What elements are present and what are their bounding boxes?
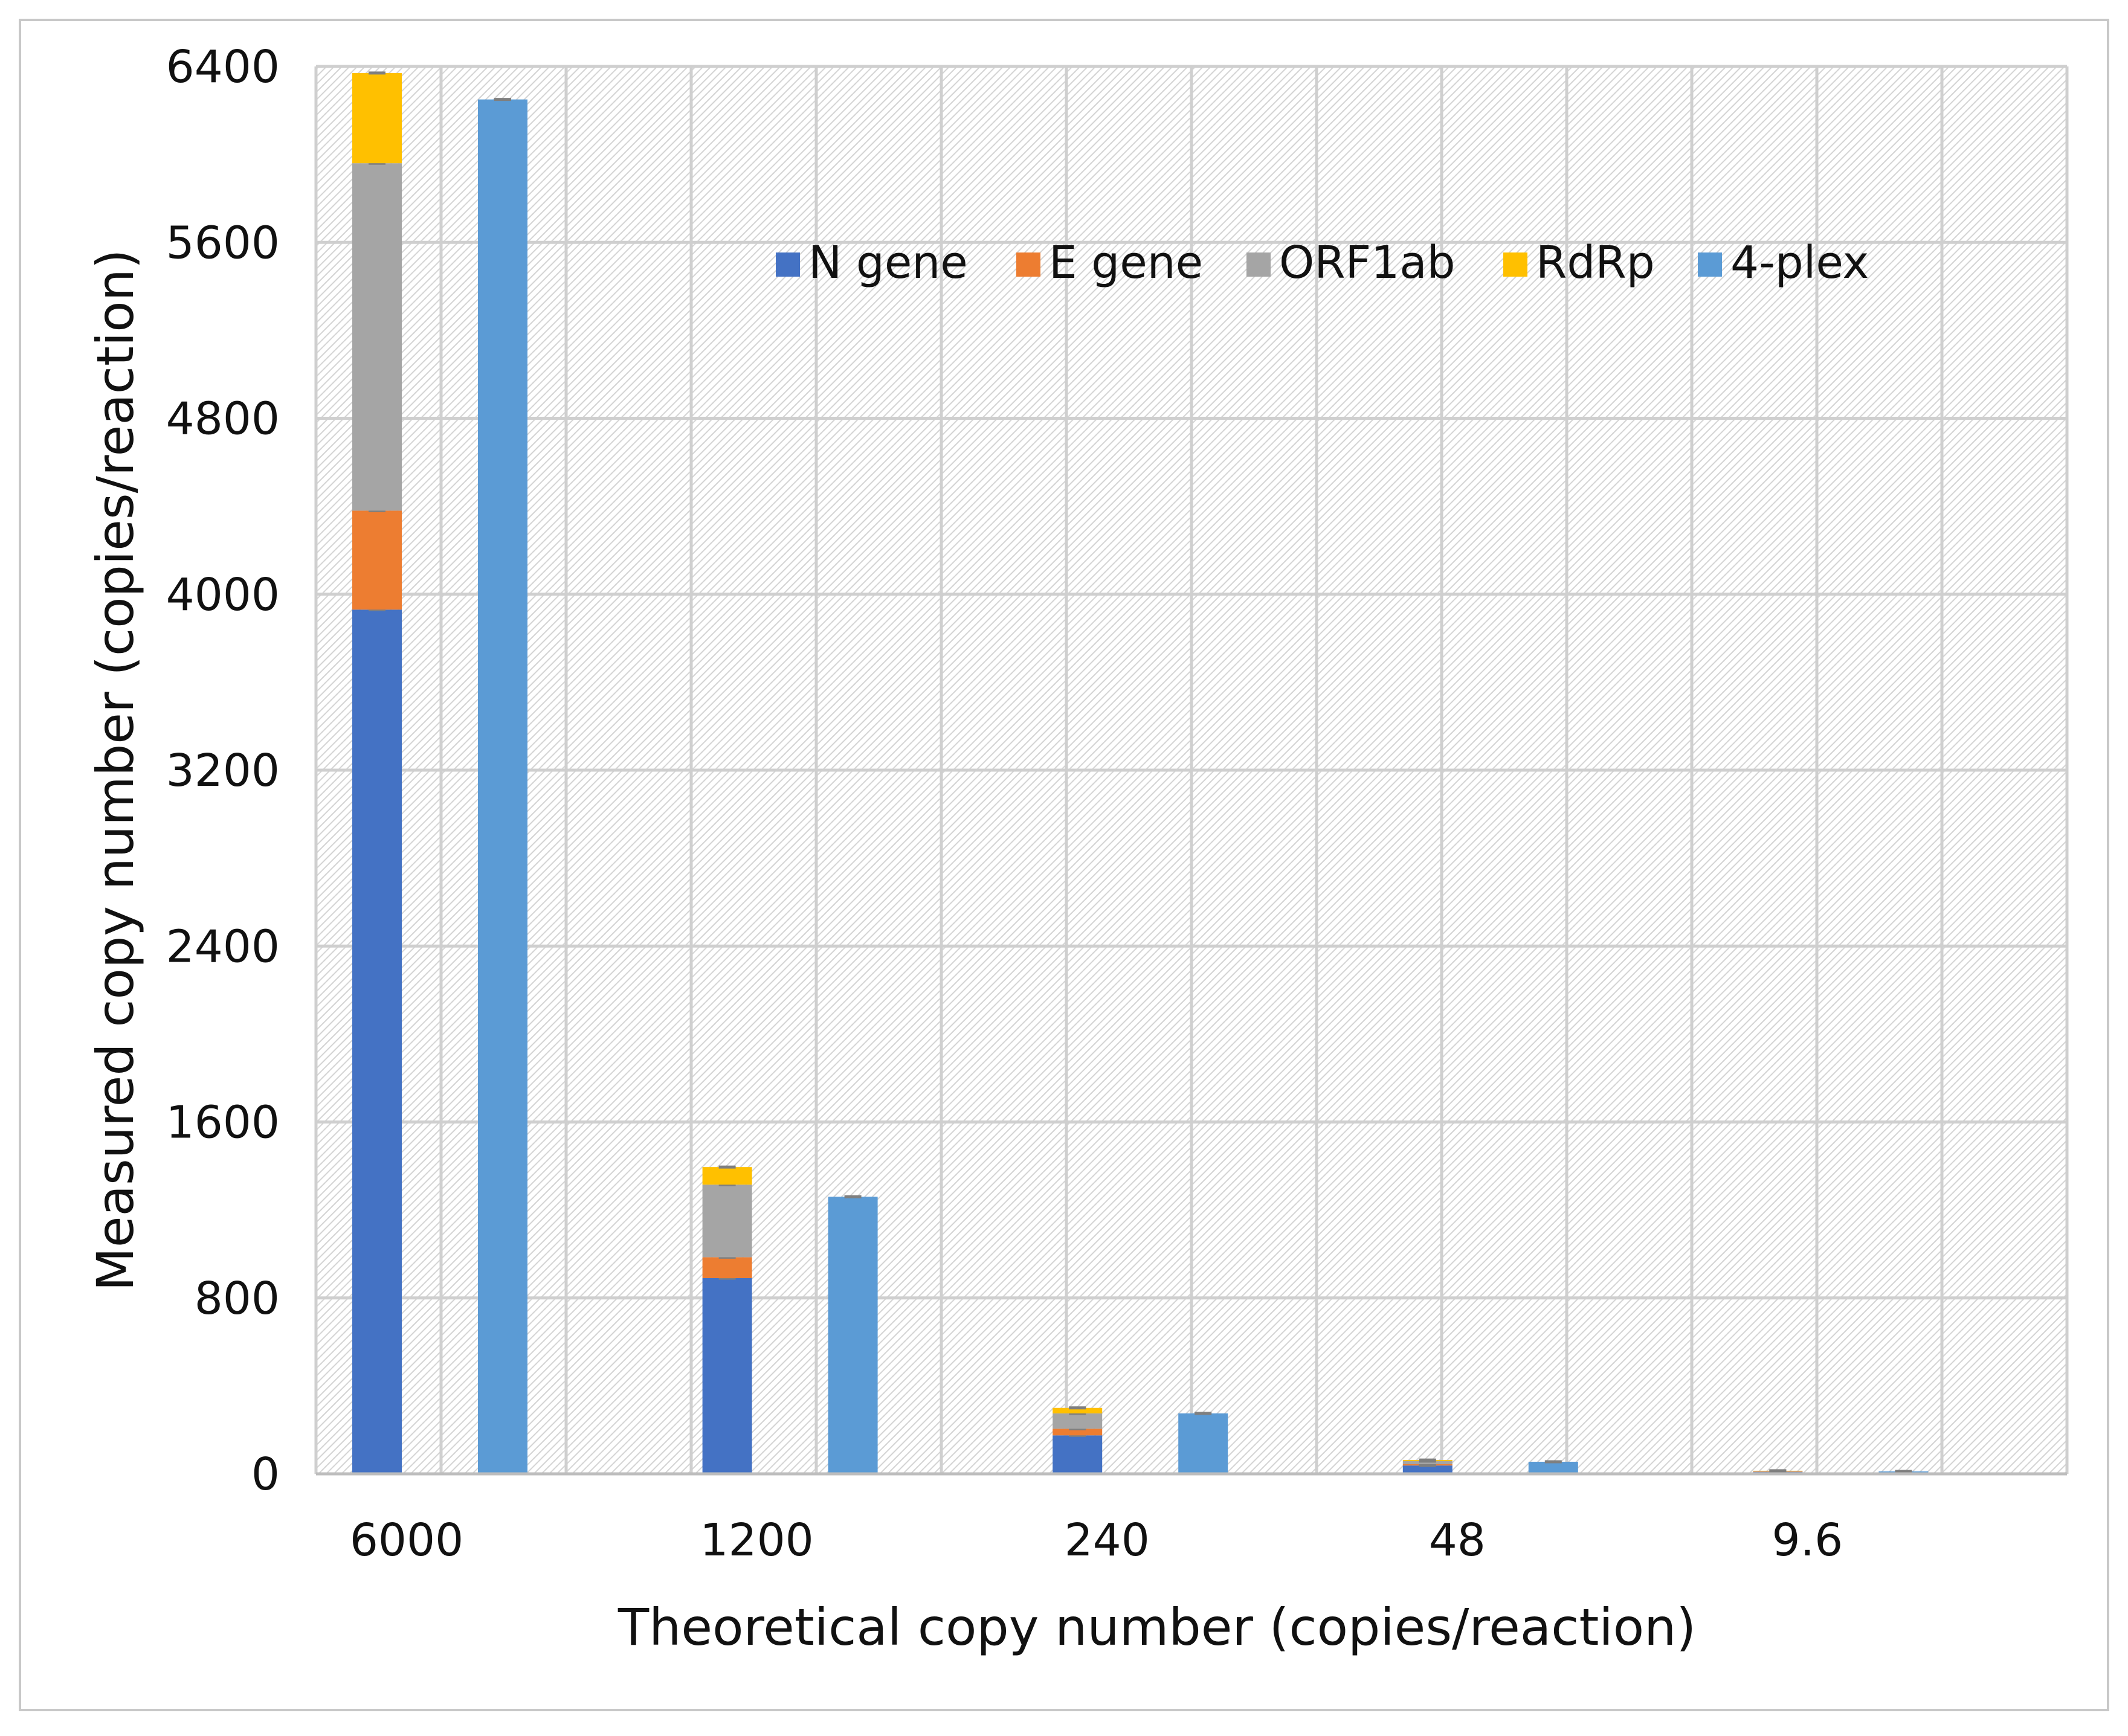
y-tick-label-2: 1600 bbox=[166, 1097, 280, 1149]
y-axis-title: Measured copy number (copies/reaction) bbox=[86, 249, 145, 1291]
bar-4-plex-48 bbox=[1529, 1462, 1578, 1474]
bar-n-gene-1200 bbox=[703, 1278, 752, 1474]
bar-4-plex-240 bbox=[1178, 1413, 1228, 1474]
y-tick-label-3: 2400 bbox=[166, 921, 280, 972]
bar-orf1ab-1200 bbox=[703, 1185, 752, 1257]
legend-label-4-plex: 4-plex bbox=[1730, 237, 1869, 289]
legend-label-n-gene: N gene bbox=[808, 237, 968, 289]
legend-swatch-rdrp bbox=[1503, 252, 1527, 277]
legend-label-orf1ab: ORF1ab bbox=[1279, 237, 1456, 289]
x-tick-label-4: 9.6 bbox=[1772, 1514, 1843, 1566]
bar-rdrp-6000 bbox=[352, 73, 402, 163]
bar-n-gene-240 bbox=[1053, 1435, 1102, 1474]
x-tick-label-1: 1200 bbox=[700, 1514, 813, 1566]
y-tick-label-1: 800 bbox=[195, 1273, 280, 1325]
legend-label-e-gene: E gene bbox=[1049, 237, 1203, 289]
bar-e-gene-1200 bbox=[703, 1257, 752, 1278]
y-tick-label-8: 6400 bbox=[166, 41, 280, 93]
bar-4-plex-6000 bbox=[478, 100, 527, 1474]
x-tick-label-2: 240 bbox=[1065, 1514, 1150, 1566]
bar-n-gene-6000 bbox=[352, 609, 402, 1474]
y-tick-label-0: 0 bbox=[251, 1448, 280, 1500]
bar-e-gene-6000 bbox=[352, 510, 402, 609]
y-tick-label-4: 3200 bbox=[166, 745, 280, 797]
bar-4-plex-1200 bbox=[828, 1197, 878, 1474]
legend-swatch-n-gene bbox=[776, 252, 800, 277]
y-tick-label-6: 4800 bbox=[166, 393, 280, 445]
y-tick-label-5: 4000 bbox=[166, 569, 280, 621]
legend-swatch-orf1ab bbox=[1246, 252, 1271, 277]
x-tick-label-3: 48 bbox=[1429, 1514, 1486, 1566]
x-axis-title: Theoretical copy number (copies/reaction… bbox=[617, 1598, 1696, 1657]
bar-rdrp-1200 bbox=[703, 1167, 752, 1185]
legend-label-rdrp: RdRp bbox=[1536, 237, 1655, 289]
legend-swatch-4-plex bbox=[1698, 252, 1722, 277]
x-tick-label-0: 6000 bbox=[350, 1514, 463, 1566]
bar-orf1ab-240 bbox=[1053, 1413, 1102, 1429]
y-tick-label-7: 5600 bbox=[166, 217, 280, 269]
bar-orf1ab-6000 bbox=[352, 163, 402, 510]
legend-swatch-e-gene bbox=[1016, 252, 1040, 277]
